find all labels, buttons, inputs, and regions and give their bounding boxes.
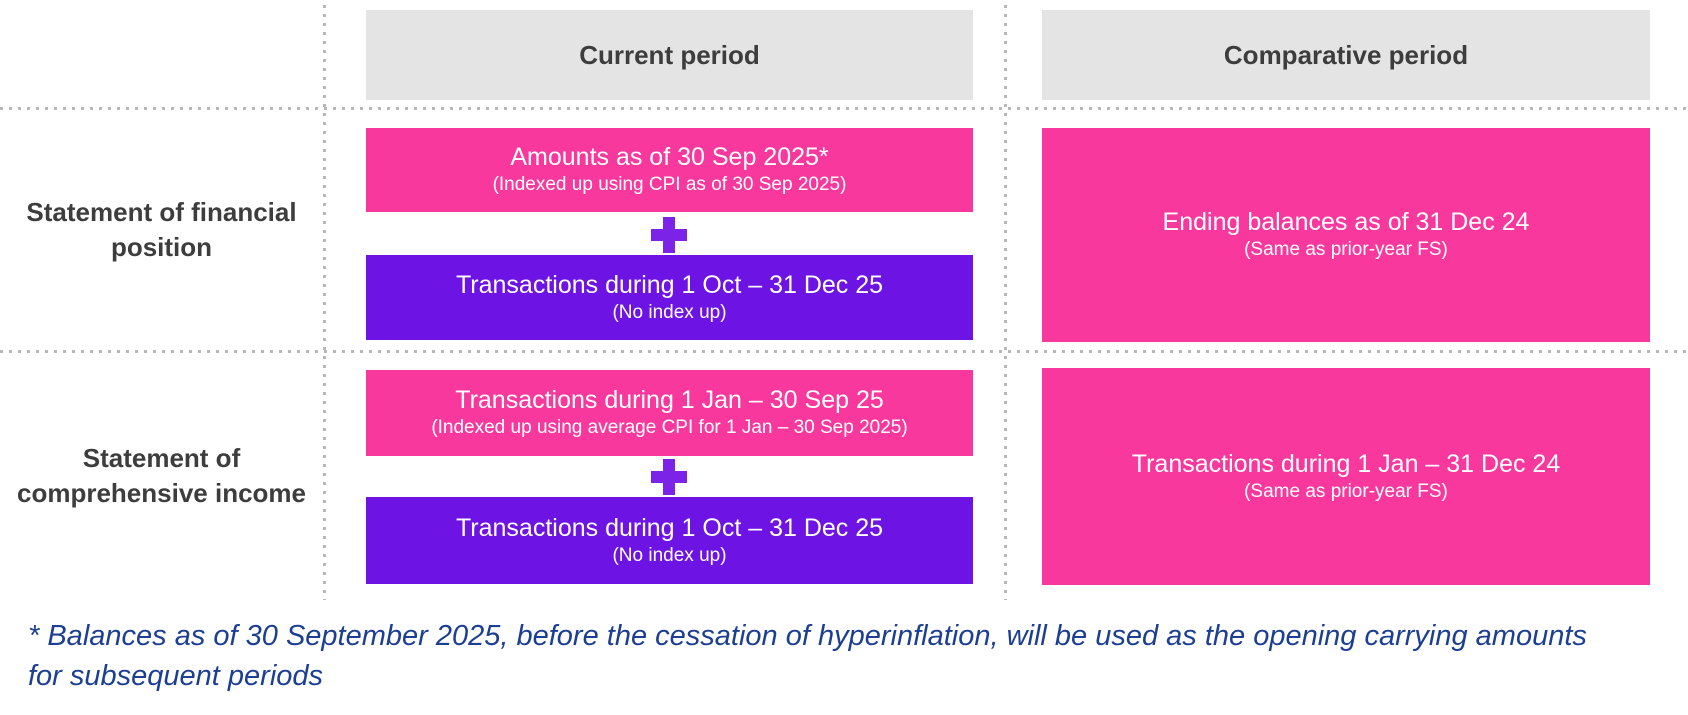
box-subtitle: (No index up) [612, 301, 727, 323]
column-header-comparative-period: Comparative period [1042, 10, 1650, 100]
box-sofp-transactions-q4: Transactions during 1 Oct – 31 Dec 25 (N… [366, 255, 973, 340]
box-subtitle: (Same as prior-year FS) [1244, 480, 1448, 502]
plus-icon [651, 459, 687, 495]
box-subtitle: (No index up) [612, 544, 727, 566]
box-subtitle: (Indexed up using CPI as of 30 Sep 2025) [492, 174, 847, 196]
column-header-current-period: Current period [366, 10, 973, 100]
row-label-financial-position: Statement of financial position [26, 196, 297, 262]
box-subtitle: (Same as prior-year FS) [1244, 239, 1448, 261]
box-title: Amounts as of 30 Sep 2025* [510, 143, 829, 172]
box-sofp-comparative: Ending balances as of 31 Dec 24 (Same as… [1042, 128, 1650, 342]
box-soci-transactions-q4: Transactions during 1 Oct – 31 Dec 25 (N… [366, 497, 973, 584]
box-title: Ending balances as of 31 Dec 24 [1162, 208, 1530, 237]
vertical-dotted-divider-left [323, 5, 326, 600]
box-subtitle: (Indexed up using average CPI for 1 Jan … [431, 417, 908, 439]
row-label-comprehensive-income: Statement of comprehensive income [17, 442, 306, 508]
box-title: Transactions during 1 Jan – 30 Sep 25 [455, 386, 884, 415]
plus-icon [651, 217, 687, 253]
horizontal-dotted-divider-header [0, 107, 1688, 110]
box-title: Transactions during 1 Oct – 31 Dec 25 [455, 270, 884, 299]
vertical-dotted-divider-right [1004, 5, 1007, 600]
box-title: Transactions during 1 Jan – 31 Dec 24 [1131, 449, 1561, 478]
box-soci-comparative: Transactions during 1 Jan – 31 Dec 24 (S… [1042, 368, 1650, 585]
box-soci-transactions-9m: Transactions during 1 Jan – 30 Sep 25 (I… [366, 370, 973, 456]
horizontal-dotted-divider-rows [0, 350, 1688, 353]
box-sofp-amounts: Amounts as of 30 Sep 2025* (Indexed up u… [366, 128, 973, 212]
box-title: Transactions during 1 Oct – 31 Dec 25 [455, 513, 884, 542]
footnote: * Balances as of 30 September 2025, befo… [28, 620, 1587, 693]
